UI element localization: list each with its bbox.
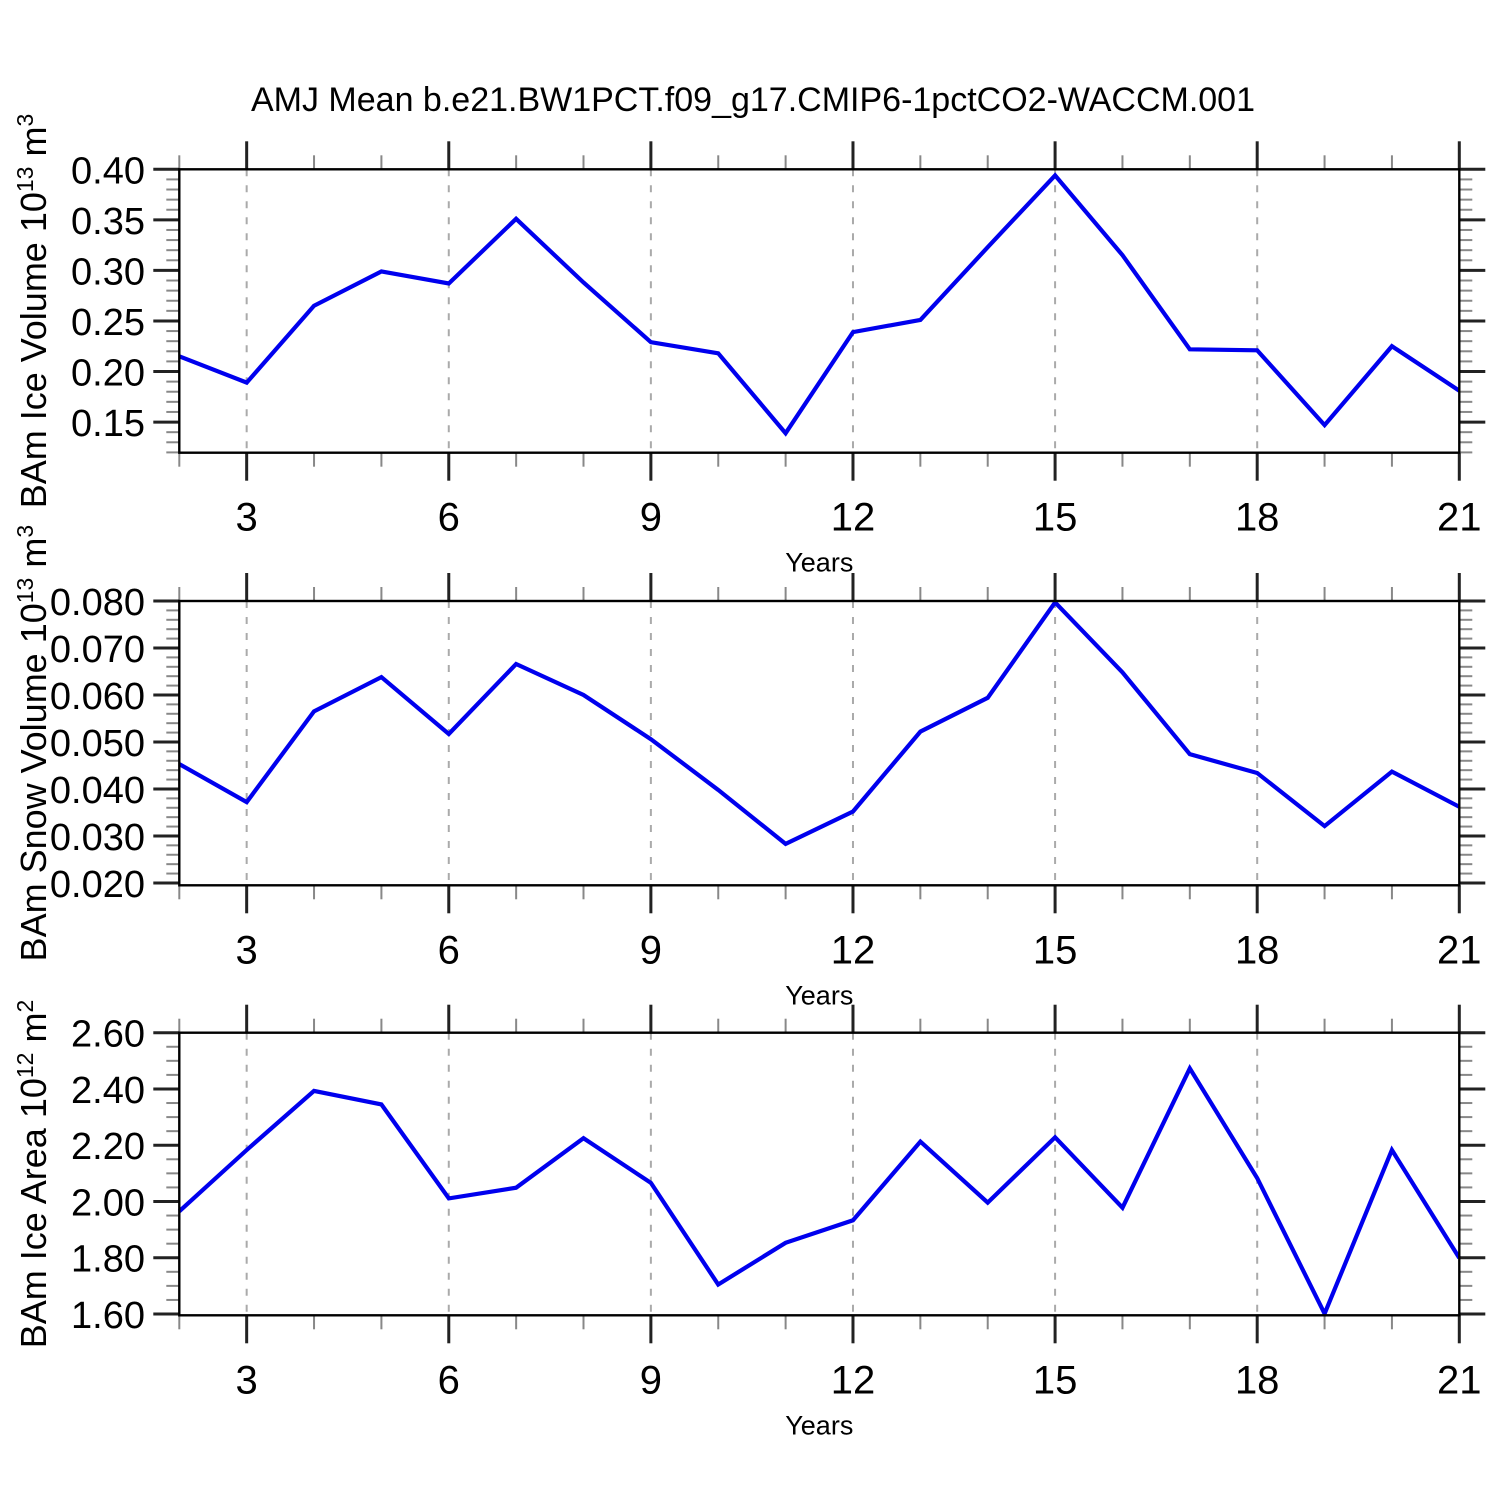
y-tick-label: 0.40 <box>71 150 145 192</box>
y-axis-title: BAm Ice Area 1012 m2 <box>12 1000 54 1349</box>
y-tick-label: 0.15 <box>71 403 145 445</box>
x-axis-title: Years <box>785 548 853 578</box>
x-tick-label: 12 <box>831 496 876 540</box>
x-tick-label: 12 <box>831 1358 876 1402</box>
x-axis-title: Years <box>785 980 853 1010</box>
x-tick-label: 3 <box>236 496 258 540</box>
y-tick-label: 0.30 <box>71 251 145 293</box>
x-tick-label: 3 <box>236 928 258 972</box>
chart-title: AMJ Mean b.e21.BW1PCT.f09_g17.CMIP6-1pct… <box>251 81 1255 119</box>
x-tick-label: 6 <box>438 1358 460 1402</box>
y-tick-label: 2.00 <box>71 1182 145 1224</box>
y-tick-label: 2.40 <box>71 1070 145 1112</box>
x-tick-label: 21 <box>1437 496 1482 540</box>
y-tick-label: 2.20 <box>71 1126 145 1168</box>
x-tick-label: 15 <box>1033 928 1078 972</box>
plot-frame-ice-area <box>178 1031 1461 1317</box>
x-tick-label: 18 <box>1235 496 1280 540</box>
x-tick-label: 21 <box>1437 928 1482 972</box>
y-tick-label: 0.040 <box>50 770 145 812</box>
y-tick-label: 1.60 <box>71 1295 145 1337</box>
series-line-ice-area <box>177 1064 1462 1319</box>
y-tick-label: 0.030 <box>50 817 145 859</box>
series-line-ice-volume <box>178 172 1461 437</box>
plot-frame-ice-volume <box>178 168 1461 454</box>
y-tick-label: 0.070 <box>50 629 145 671</box>
series-line-snow-volume <box>178 599 1461 847</box>
y-tick-label: 0.050 <box>50 723 145 765</box>
y-tick-label: 0.020 <box>50 864 145 906</box>
x-tick-label: 9 <box>640 496 662 540</box>
x-tick-label: 3 <box>236 1358 258 1402</box>
x-tick-label: 15 <box>1033 1358 1078 1402</box>
x-axis-title: Years <box>785 1410 853 1440</box>
x-tick-label: 6 <box>438 496 460 540</box>
x-tick-label: 18 <box>1235 1358 1280 1402</box>
plot-frame-snow-volume <box>178 599 1461 887</box>
y-tick-label: 1.80 <box>71 1239 145 1281</box>
x-tick-label: 6 <box>438 928 460 972</box>
x-tick-label: 12 <box>831 928 876 972</box>
x-tick-label: 9 <box>640 928 662 972</box>
x-tick-label: 9 <box>640 1358 662 1402</box>
y-tick-label: 0.060 <box>50 676 145 718</box>
y-tick-label: 0.080 <box>50 582 145 624</box>
y-tick-label: 0.20 <box>71 353 145 395</box>
y-tick-label: 0.25 <box>71 302 145 344</box>
y-axis-title: BAm Ice Volume 1013 m3 <box>12 114 54 509</box>
y-axis-title: BAm Snow Volume 1013 m3 <box>12 525 54 962</box>
y-tick-label: 2.60 <box>71 1014 145 1056</box>
y-tick-label: 0.35 <box>71 201 145 243</box>
x-tick-label: 15 <box>1033 496 1078 540</box>
x-tick-label: 18 <box>1235 928 1280 972</box>
x-tick-label: 21 <box>1437 1358 1482 1402</box>
